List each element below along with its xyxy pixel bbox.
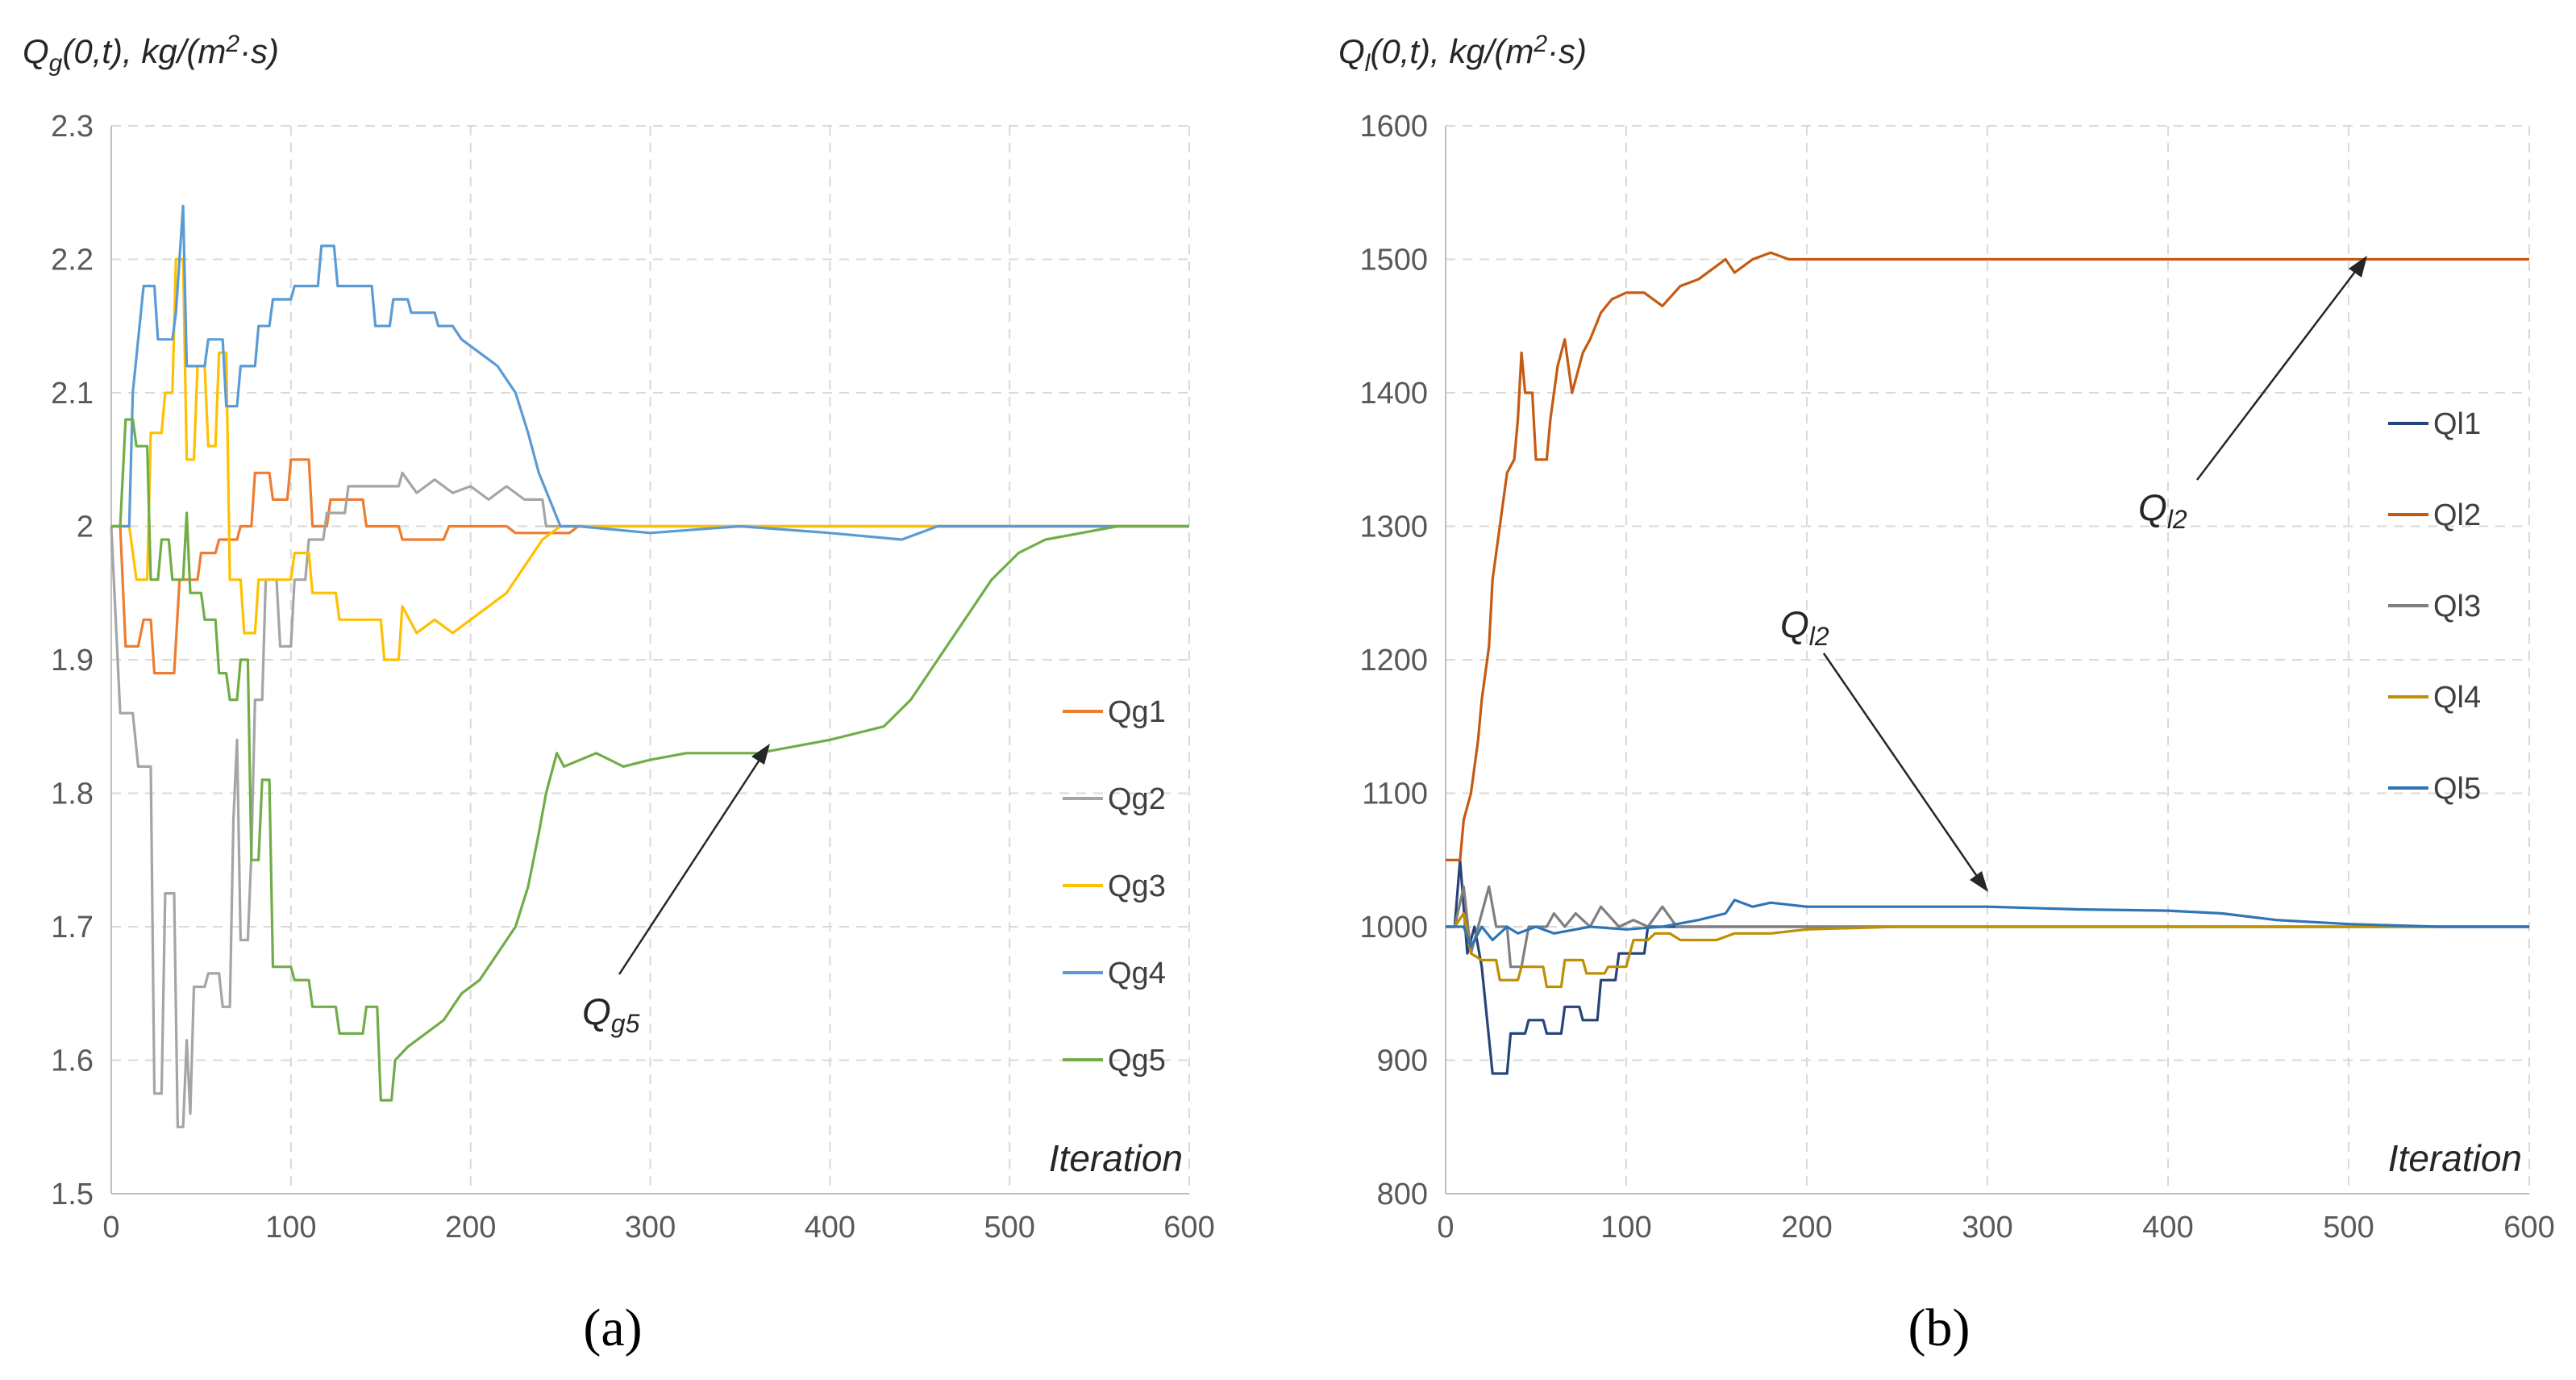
- y-tick-label-b: 1300: [1359, 511, 1428, 544]
- y-tick-label-a: 2.3: [51, 110, 94, 144]
- y-tick-label-b: 800: [1377, 1178, 1428, 1211]
- legend-label-ql1: Ql1: [2433, 407, 2481, 441]
- annotation-label-qg5: Qg5: [582, 990, 640, 1038]
- annotation-label-ql2-lower: Ql2: [1780, 603, 1829, 651]
- series-lines-a: [110, 204, 1189, 1128]
- x-tick-label-b: 0: [1437, 1211, 1454, 1245]
- y-tick-label-a: 1.8: [51, 778, 94, 811]
- legend-label-qg3: Qg3: [1108, 869, 1166, 903]
- y-tick-label-b: 1500: [1359, 244, 1428, 277]
- annotation-arrow-qg5: [618, 749, 768, 975]
- y-tick-label-a: 2.1: [51, 377, 94, 411]
- chart-panel-a: 1.5 1.6 1.7 1.8 1.9 2 2.1 2.2 2.3 0 100 200 300 400 50…: [23, 31, 1215, 1357]
- panel-label-a: (a): [583, 1299, 642, 1357]
- y-axis-title-b: Ql(0,t), kg/(m2·s): [1338, 31, 1587, 77]
- annotation-ql2-lower: Ql2: [1780, 603, 1988, 892]
- series-line-qg3: [111, 257, 1189, 661]
- legend-b: Ql1 Ql2 Ql3 Ql4 Ql5: [2388, 407, 2481, 806]
- legend-label-ql5: Ql5: [2433, 772, 2481, 806]
- legend-label-qg5: Qg5: [1108, 1044, 1166, 1078]
- x-axis-title-a: Iteration: [1049, 1137, 1183, 1179]
- series-line-ql4: [1446, 911, 2529, 989]
- x-tick-label-a: 0: [102, 1211, 119, 1245]
- y-axis-title-a: Qg(0,t), kg/(m2·s): [23, 31, 279, 77]
- annotation-arrow-ql2-upper: [2196, 261, 2363, 481]
- annotation-ql2-upper: Ql2: [2138, 256, 2367, 534]
- gridlines-a: [111, 125, 1190, 1194]
- x-tick-label-a: 100: [265, 1211, 316, 1245]
- x-tick-label-b: 600: [2503, 1211, 2554, 1245]
- series-line-qg5: [111, 418, 1189, 1102]
- axes-b: [1445, 126, 2529, 1194]
- x-tick-label-b: 200: [1781, 1211, 1832, 1245]
- x-axis-title-b: Iteration: [2388, 1137, 2522, 1179]
- y-tick-label-a: 1.9: [51, 644, 94, 677]
- x-tick-label-b: 500: [2323, 1211, 2374, 1245]
- y-tick-label-a: 1.6: [51, 1044, 94, 1078]
- series-lines-b: [1446, 251, 2529, 1075]
- series-line-ql3: [1446, 885, 2529, 969]
- y-tick-label-a: 1.7: [51, 911, 94, 944]
- gridlines-b: [1446, 125, 2530, 1194]
- axes-a: [110, 126, 1189, 1194]
- annotation-arrowhead-ql2-lower: [1970, 871, 1988, 892]
- annotation-qg5: Qg5: [582, 744, 770, 1038]
- tick-labels-b: 800 900 1000 1100 1200 1300 1400 1500 1600 0 100 20…: [1359, 110, 2554, 1245]
- annotation-arrowhead-qg5: [751, 744, 770, 765]
- x-tick-label-b: 400: [2142, 1211, 2193, 1245]
- x-tick-label-a: 600: [1163, 1211, 1214, 1245]
- y-tick-label-b: 1000: [1359, 911, 1428, 944]
- y-tick-label-b: 900: [1377, 1044, 1428, 1078]
- legend-a: Qg1 Qg2 Qg3 Qg4 Qg5: [1063, 695, 1166, 1078]
- x-tick-label-a: 400: [805, 1211, 855, 1245]
- y-tick-label-b: 1200: [1359, 644, 1428, 677]
- y-tick-label-a: 2: [77, 511, 94, 544]
- legend-label-ql4: Ql4: [2433, 681, 2481, 715]
- y-tick-label-b: 1600: [1359, 110, 1428, 144]
- legend-label-ql3: Ql3: [2433, 590, 2481, 623]
- series-line-ql2: [1446, 251, 2529, 861]
- panel-label-b: (b): [1908, 1299, 1970, 1357]
- series-line-qg4: [111, 204, 1189, 541]
- x-tick-label-b: 100: [1600, 1211, 1651, 1245]
- legend-label-qg1: Qg1: [1108, 695, 1166, 729]
- x-tick-label-a: 300: [625, 1211, 676, 1245]
- y-tick-label-a: 1.5: [51, 1178, 94, 1211]
- y-tick-label-b: 1100: [1362, 778, 1428, 811]
- annotation-arrowhead-ql2-upper: [2349, 256, 2367, 277]
- chart-panel-b: 800 900 1000 1100 1200 1300 1400 1500 1600 0 100 20…: [1338, 31, 2555, 1357]
- x-tick-label-b: 300: [1962, 1211, 2012, 1245]
- legend-label-qg2: Qg2: [1108, 782, 1166, 816]
- x-tick-label-a: 200: [445, 1211, 496, 1245]
- annotation-arrow-ql2-lower: [1822, 652, 1985, 886]
- x-tick-label-a: 500: [984, 1211, 1034, 1245]
- tick-labels-a: 1.5 1.6 1.7 1.8 1.9 2 2.1 2.2 2.3 0 100 200 300 400 50…: [51, 110, 1215, 1245]
- legend-label-ql2: Ql2: [2433, 498, 2481, 532]
- y-tick-label-a: 2.2: [51, 244, 94, 277]
- series-line-ql5: [1446, 898, 2529, 948]
- annotation-label-ql2-upper: Ql2: [2138, 486, 2187, 534]
- legend-label-qg4: Qg4: [1108, 957, 1166, 990]
- y-tick-label-b: 1400: [1359, 377, 1428, 411]
